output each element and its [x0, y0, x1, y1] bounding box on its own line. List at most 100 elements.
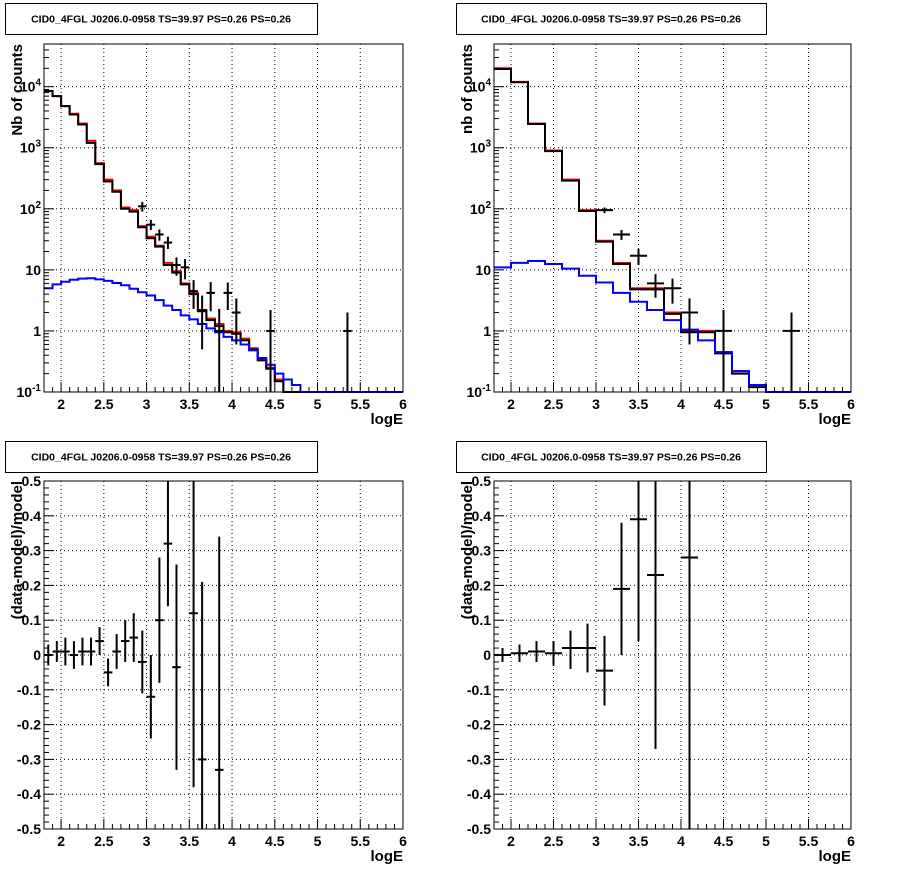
grid	[44, 480, 404, 830]
y-tick-label: -0.2	[17, 717, 41, 733]
y-axis-label: Nb of counts	[9, 44, 26, 136]
y-tick-label: -0.5	[17, 821, 41, 837]
data-point	[613, 522, 630, 655]
y-tick-label: 0	[483, 647, 491, 663]
chart-title-box	[456, 3, 767, 35]
data-point	[138, 201, 147, 212]
data-point	[78, 637, 87, 666]
data-point	[61, 637, 70, 666]
data-point	[630, 481, 647, 642]
x-tick-label: 5.5	[351, 833, 371, 849]
data-point	[189, 481, 198, 788]
data-point	[214, 308, 224, 392]
x-tick-label: 4.5	[265, 396, 285, 412]
data-point	[95, 627, 104, 655]
step-series-2	[494, 67, 851, 393]
x-tick-label: 6	[399, 396, 407, 412]
y-tick-label: 102	[20, 200, 42, 217]
x-tick-label: 3.5	[180, 396, 200, 412]
x-axis-label: logE	[819, 848, 852, 865]
y-tick-label: 10-1	[17, 383, 42, 400]
y-tick-label: 10-1	[467, 383, 492, 400]
x-tick-label: 2	[507, 396, 515, 412]
x-tick-label: 3.5	[629, 396, 649, 412]
x-axis-label: logE	[371, 411, 404, 428]
x-tick-label: 5.5	[799, 833, 819, 849]
chart-title: CID0_4FGL J0206.0-0958 TS=39.97 PS=0.26 …	[481, 452, 741, 464]
data-point	[630, 248, 647, 266]
data-point	[545, 641, 562, 666]
step-series-2	[44, 89, 403, 393]
chart-title: CID0_4FGL J0206.0-0958 TS=39.97 PS=0.26 …	[31, 14, 291, 26]
data-point	[596, 207, 613, 214]
data-points	[44, 481, 224, 829]
data-point	[647, 481, 664, 749]
y-tick-label: -0.5	[467, 821, 491, 837]
data-point	[596, 635, 613, 706]
data-point	[681, 298, 698, 345]
plot-frame	[43, 43, 404, 393]
y-axis-label: (data-model)/model	[459, 481, 476, 619]
step-series-1	[494, 67, 851, 393]
chart-title-box	[5, 3, 318, 35]
y-tick-label: -0.1	[467, 682, 491, 698]
data-point	[172, 564, 181, 770]
chart-panel-2: 2 2.5 3 3.5 4 4.5 5 5.5 610-1110102103104logEnb …	[456, 3, 855, 428]
x-tick-label: 6	[847, 833, 855, 849]
data-point	[129, 613, 139, 662]
data-point	[562, 630, 579, 669]
x-axis-label: logE	[371, 848, 404, 865]
x-tick-label: 4	[228, 396, 236, 412]
y-tick-label: -0.3	[467, 751, 491, 767]
data-point	[155, 557, 164, 683]
y-tick-label: 102	[470, 200, 492, 217]
x-tick-label: 2.5	[94, 833, 114, 849]
data-point	[103, 658, 113, 687]
x-tick-label: 5.5	[351, 396, 371, 412]
y-tick-label: 0.4	[22, 508, 42, 524]
y-tick-label: 10	[475, 262, 491, 278]
data-point	[69, 641, 79, 669]
x-axis-label: logE	[819, 411, 852, 428]
plot-frame	[43, 480, 404, 830]
data-point	[112, 634, 121, 669]
x-tick-label: 5	[762, 833, 770, 849]
data-point	[715, 310, 732, 392]
x-tick-label: 2.5	[544, 833, 564, 849]
x-tick-label: 4	[677, 396, 685, 412]
data-point	[146, 655, 156, 739]
data-points	[494, 481, 698, 829]
data-point	[528, 641, 545, 662]
x-tick-label: 5	[762, 396, 770, 412]
step-series-3	[494, 259, 851, 393]
x-tick-label: 5	[314, 396, 322, 412]
data-point	[120, 620, 130, 662]
grid	[44, 44, 404, 393]
x-tick-label: 4.5	[265, 833, 285, 849]
y-tick-label: 0.4	[472, 508, 492, 524]
chart-title-box	[5, 441, 318, 473]
y-tick-label: -0.1	[17, 682, 41, 698]
y-axis-label: nb of counts	[459, 44, 476, 134]
data-point	[138, 630, 147, 694]
x-tick-label: 3	[592, 396, 600, 412]
data-point	[266, 310, 275, 392]
data-point	[155, 229, 164, 241]
y-tick-label: 0.3	[472, 543, 492, 559]
data-point	[206, 282, 215, 312]
x-tick-label: 3.5	[180, 833, 200, 849]
data-point	[613, 229, 630, 240]
data-point	[197, 581, 207, 829]
chart-title: CID0_4FGL J0206.0-0958 TS=39.97 PS=0.26 …	[31, 452, 291, 464]
y-tick-label: 1	[33, 323, 41, 339]
x-tick-label: 2.5	[94, 396, 114, 412]
y-tick-label: 103	[470, 139, 492, 156]
data-point	[214, 536, 224, 829]
x-tick-label: 3	[143, 833, 151, 849]
x-tick-label: 4	[228, 833, 236, 849]
data-point	[189, 280, 198, 309]
data-point	[172, 257, 181, 276]
x-tick-label: 2	[57, 396, 65, 412]
data-point	[146, 219, 156, 230]
